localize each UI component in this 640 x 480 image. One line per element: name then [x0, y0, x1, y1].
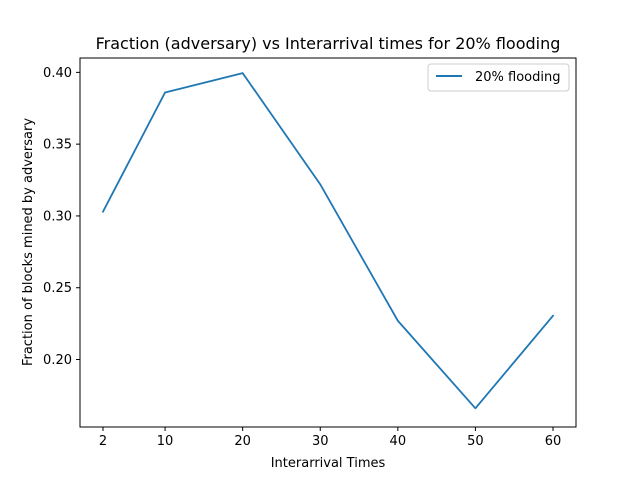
y-tick-label: 0.40 [43, 66, 72, 81]
legend: 20% flooding [427, 63, 570, 92]
y-axis-label: Fraction of blocks mined by adversary [21, 118, 36, 366]
x-tick-label: 40 [390, 434, 407, 449]
plot-background [80, 58, 576, 427]
series-layer [101, 72, 555, 410]
x-tick-label: 2 [99, 434, 107, 449]
y-tick-label: 0.25 [43, 281, 72, 296]
legend-box [427, 63, 570, 92]
series-line [101, 72, 555, 410]
x-tick-label: 50 [467, 434, 484, 449]
y-tick-label: 0.35 [43, 138, 72, 153]
x-tick-label: 20 [234, 434, 251, 449]
y-tick-label: 0.20 [43, 353, 72, 368]
chart-title: Fraction (adversary) vs Interarrival tim… [96, 34, 561, 53]
x-axis-ticks: 2 10 20 30 40 50 60 [99, 427, 561, 449]
legend-label: 20% flooding [475, 70, 560, 85]
plot-area [80, 58, 576, 427]
plot-frame [79, 57, 577, 428]
x-tick-label: 30 [312, 434, 329, 449]
x-tick-label: 60 [545, 434, 562, 449]
y-tick-label: 0.30 [43, 209, 72, 224]
plot-border [79, 57, 577, 428]
y-axis-ticks: 0.20 0.25 0.30 0.35 0.40 [43, 66, 80, 368]
x-axis-label: Interarrival Times [271, 456, 386, 471]
x-tick-label: 10 [157, 434, 174, 449]
